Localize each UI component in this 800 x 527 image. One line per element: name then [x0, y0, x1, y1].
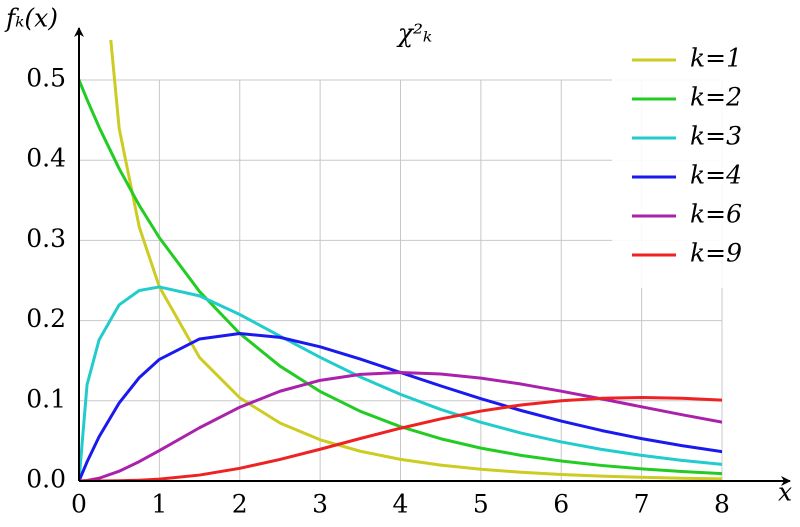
legend-box — [612, 36, 784, 288]
legend-label: k=3 — [690, 122, 742, 151]
y-tick-label: 0.4 — [26, 144, 66, 173]
x-tick-label: 2 — [232, 490, 248, 519]
series-line — [79, 332, 722, 481]
series-line — [109, 40, 722, 481]
legend-label: k=1 — [690, 44, 742, 73]
x-tick-label: 4 — [393, 490, 409, 519]
x-tick-label: 1 — [151, 490, 167, 519]
legend: k=1 k=2 k=3 k=4 k=6 k=9 — [632, 44, 742, 268]
y-tick-label: 0.0 — [26, 465, 66, 494]
y-axis-label: fₖ(x) — [4, 4, 58, 33]
x-tick-label: 0 — [71, 490, 87, 519]
series-line — [79, 285, 722, 481]
y-tick-label: 0.1 — [26, 384, 66, 413]
x-tick-label: 8 — [714, 490, 730, 519]
legend-label: k=4 — [690, 161, 742, 190]
x-tick-label: 3 — [312, 490, 328, 519]
legend-label: k=9 — [690, 239, 742, 268]
legend-label: k=2 — [690, 83, 742, 112]
x-tick-label: 5 — [473, 490, 489, 519]
y-tick-label: 0.5 — [26, 64, 66, 93]
legend-label: k=6 — [690, 200, 742, 229]
series-line — [79, 78, 722, 476]
x-tick-label: 7 — [634, 490, 650, 519]
x-axis-label: x — [778, 478, 792, 507]
chart-title: χ²ₖ — [396, 19, 432, 48]
y-tick-label: 0.2 — [26, 304, 66, 333]
y-tick-label: 0.3 — [26, 224, 66, 253]
x-tick-label: 6 — [553, 490, 569, 519]
